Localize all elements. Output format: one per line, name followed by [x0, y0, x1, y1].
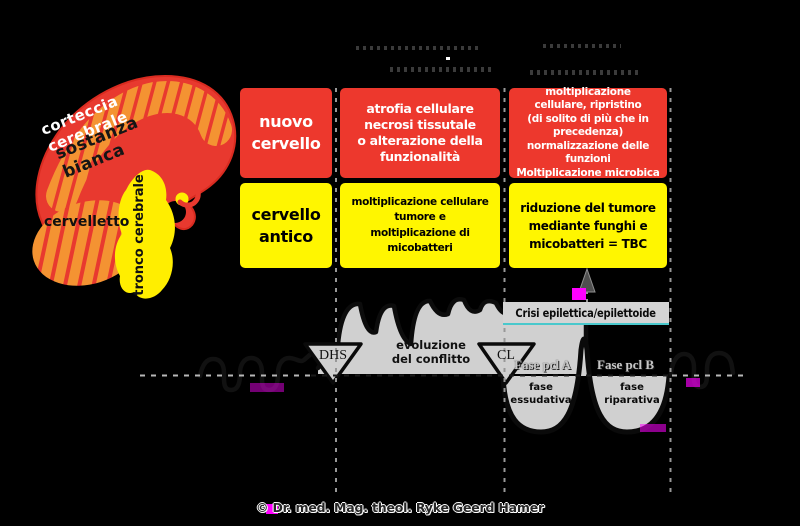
rhythm-squiggle-right — [668, 350, 736, 390]
redacted-header-remnant-4 — [530, 70, 642, 75]
jpeg-artifact — [266, 504, 278, 514]
table-cell-old-brain-healing: riduzione del tumore mediante funghi e m… — [509, 183, 667, 268]
jpeg-artifact — [572, 288, 586, 300]
table-row-label-new-brain: nuovo cervello — [240, 88, 332, 178]
exudative-phase-label: fase essudativa — [510, 382, 572, 406]
conflict-evolution-label: evoluzione del conflitto — [391, 338, 471, 366]
white-speck — [446, 57, 450, 60]
brain-illustration — [32, 74, 237, 299]
brain-white-matter-band — [46, 81, 232, 212]
dhs-triangle — [303, 342, 363, 385]
epileptic-crisis-box: Crisi epilettica/epilettoide — [503, 302, 669, 325]
table-cell-old-brain-active: moltiplicazione cellulare tumore e molti… — [340, 183, 500, 268]
repair-phase-label: fase riparativa — [604, 382, 660, 406]
dhs-label: DHS — [318, 348, 347, 363]
table-cell-new-brain-active: atrofia cellulare necrosi tissutale o al… — [340, 88, 500, 178]
jpeg-artifact — [686, 378, 700, 387]
phase-pcl-a-label: Fase pcl A — [514, 357, 572, 372]
copyright-line: © Dr. med. Mag. theol. Ryke Geerd Hamer — [256, 500, 544, 515]
rhythm-squiggle-left — [197, 350, 315, 393]
brain-stem — [114, 169, 175, 299]
table-row-label-old-brain: cervello antico — [240, 183, 332, 268]
epileptic-crisis-label: Crisi epilettica/epilettoide — [515, 305, 657, 320]
cl-triangle — [477, 342, 536, 385]
healing-bowls-outline — [500, 336, 672, 435]
redacted-header-remnant-1 — [356, 46, 478, 50]
jpeg-artifact — [640, 424, 666, 432]
jpeg-artifact — [250, 383, 284, 392]
cl-label: CL — [497, 348, 515, 363]
redacted-header-remnant-2 — [390, 67, 492, 72]
brain-stem-label: tronco cerebrale — [132, 174, 147, 296]
healing-bowls-fill — [503, 340, 669, 432]
crisis-arrow-up-icon — [578, 267, 596, 293]
brain-curl — [177, 179, 201, 208]
brain-cerebellum-label: cervelletto — [44, 214, 130, 230]
redacted-header-remnant-3 — [543, 44, 621, 48]
phase-pcl-b-label: Fase pcl B — [597, 357, 655, 372]
table-cell-new-brain-healing: moltiplicazione cellulare, ripristino (d… — [509, 86, 667, 179]
